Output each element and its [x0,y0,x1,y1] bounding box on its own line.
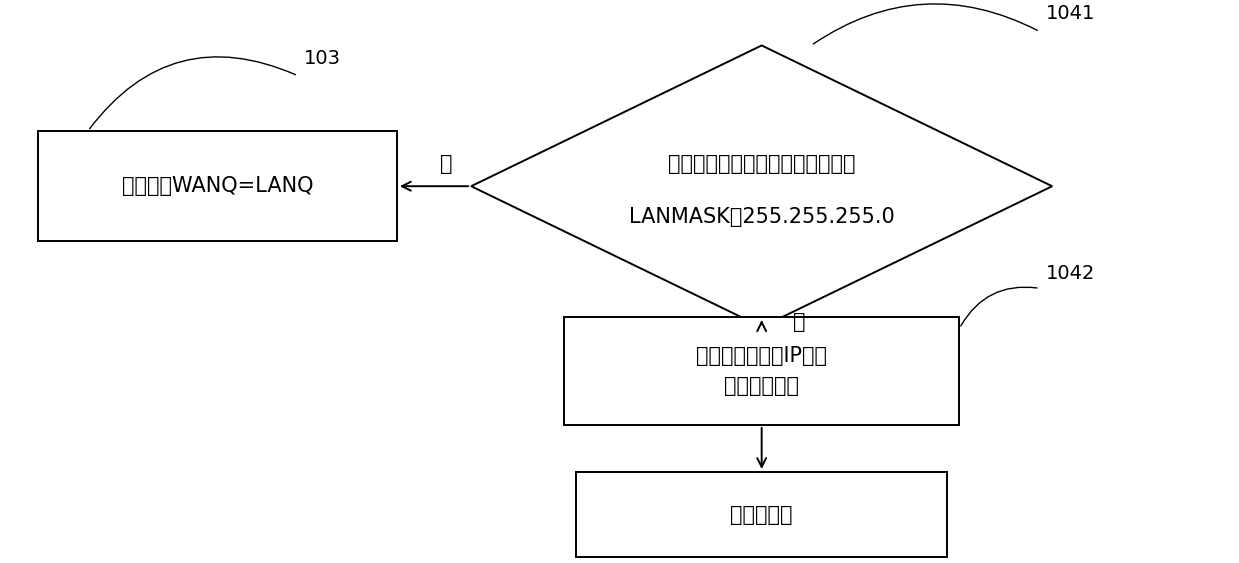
Text: 103: 103 [305,48,341,68]
FancyBboxPatch shape [564,318,959,425]
Text: LANMASK为255.255.255.0: LANMASK为255.255.255.0 [628,207,895,226]
Polygon shape [471,46,1052,327]
Text: 重启路由器: 重启路由器 [731,504,793,525]
Text: 否: 否 [440,154,452,174]
Text: 是: 是 [793,312,805,332]
Text: 判断是否WANQ=LANQ: 判断是否WANQ=LANQ [121,176,313,196]
FancyBboxPatch shape [38,131,396,242]
Text: 判断是否二级路由器自身子网掩码: 判断是否二级路由器自身子网掩码 [668,154,855,174]
Text: 1042: 1042 [1046,264,1095,283]
Text: 1041: 1041 [1046,5,1095,23]
Text: 更改二级路由器IP地址
的第三位数字: 更改二级路由器IP地址 的第三位数字 [696,346,828,396]
FancyBboxPatch shape [576,472,947,557]
